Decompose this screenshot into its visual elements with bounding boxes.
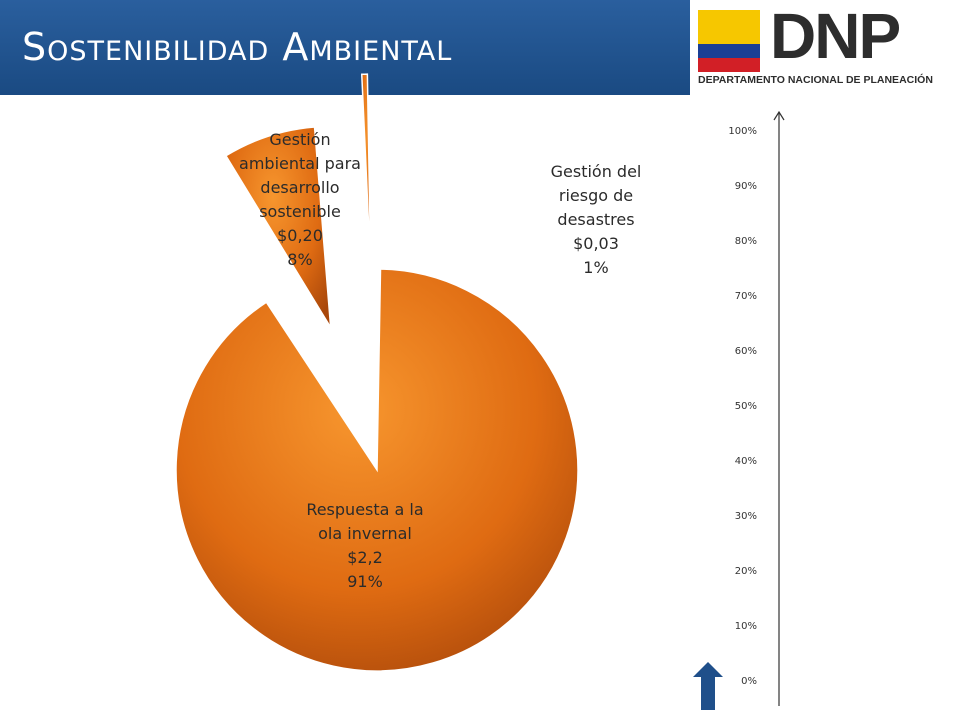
y-tick-label: 100% — [728, 126, 757, 137]
pie-label-line: sostenible — [259, 202, 341, 221]
bar-segment-label: 81% — [854, 341, 886, 358]
y-tick-label: 80% — [734, 236, 757, 247]
title-bar: Sostenibilidad Ambiental — [0, 0, 690, 95]
pie-label-line: desarrollo — [260, 178, 340, 197]
colombia-flag-icon — [698, 10, 760, 72]
pie-label-line: $0,03 — [573, 234, 619, 253]
pie-slice-label: Gestión del riesgo de desastres $0,03 1% — [516, 160, 676, 280]
bar-segment: Agricultura 3% — [782, 163, 958, 180]
pie-label-line: $0,20 — [277, 226, 323, 245]
pie-label-line: riesgo de — [558, 186, 634, 205]
bar-segment-label: Ambiente — [836, 196, 904, 213]
y-tick-label: 20% — [734, 566, 757, 577]
pie-label-line: 8% — [287, 250, 313, 269]
y-tick-label: 70% — [734, 291, 757, 302]
y-tick-label: 30% — [734, 511, 757, 522]
pie-label-line: desastres — [557, 210, 635, 229]
pie-label-line: 1% — [583, 258, 609, 277]
pie-label-line: ola invernal — [318, 524, 412, 543]
y-tick-label: 60% — [734, 346, 757, 357]
y-tick-label: 0% — [741, 676, 757, 687]
dnp-logo: DNP DEPARTAMENTO NACIONAL DE PLANEACIÓN — [690, 0, 960, 95]
pie-slice-label: Gestión ambiental para desarrollo sostenibl… — [220, 128, 380, 272]
bar-segment-label: Fondo Adaptación — [807, 322, 933, 339]
bar-segment-label: Inclusión social 3% — [803, 180, 937, 196]
pie-slice — [224, 126, 332, 328]
logo-wordmark: DNP — [770, 0, 901, 72]
bar-segment-label: 8% — [858, 215, 882, 232]
y-tick-label: 40% — [734, 456, 757, 467]
pie-label-line: $2,2 — [347, 548, 383, 567]
up-arrow-icon[interactable] — [693, 662, 723, 710]
pie-slice-label: Respuesta a la ola invernal $2,2 91% — [285, 498, 445, 594]
bar-segment: Inclusión social 3% — [782, 179, 958, 196]
pie-label-line: Gestión del — [550, 162, 642, 181]
pie-slice — [175, 268, 579, 672]
bar-segment: Ambiente 8% — [782, 196, 958, 236]
pie-slice — [360, 73, 372, 276]
bar-segment-label: Agricultura 3% — [818, 163, 922, 180]
pie-label-line: Gestión — [269, 130, 331, 149]
pie-label-line: ambiental para — [239, 154, 361, 173]
page-title: Sostenibilidad Ambiental — [22, 25, 453, 69]
y-tick-label: 10% — [734, 621, 757, 632]
y-axis-arrow-icon — [773, 110, 785, 121]
bar-segment: Otros sectores: 5% — [782, 135, 958, 159]
pie-label-line: 91% — [347, 572, 383, 591]
bar-segment-label: Otros sectores: 5% — [803, 136, 937, 152]
logo-subtitle: DEPARTAMENTO NACIONAL DE PLANEACIÓN — [698, 74, 933, 86]
y-tick-label: 50% — [734, 401, 757, 412]
y-tick-label: 90% — [734, 181, 757, 192]
bar-segment: Fondo Adaptación 81% — [782, 240, 958, 682]
pie-label-line: Respuesta a la — [306, 500, 424, 519]
